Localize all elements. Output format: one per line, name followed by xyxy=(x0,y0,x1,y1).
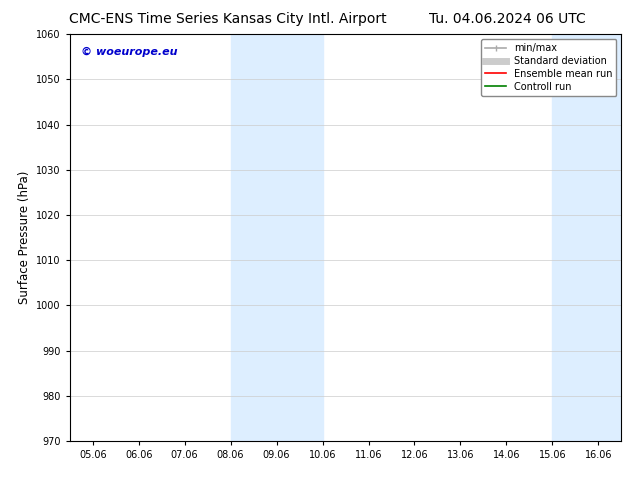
Y-axis label: Surface Pressure (hPa): Surface Pressure (hPa) xyxy=(18,171,30,304)
Bar xyxy=(552,34,634,441)
Text: © woeurope.eu: © woeurope.eu xyxy=(81,47,178,56)
Text: CMC-ENS Time Series Kansas City Intl. Airport: CMC-ENS Time Series Kansas City Intl. Ai… xyxy=(70,12,387,26)
Bar xyxy=(231,34,323,441)
Legend: min/max, Standard deviation, Ensemble mean run, Controll run: min/max, Standard deviation, Ensemble me… xyxy=(481,39,616,96)
Text: Tu. 04.06.2024 06 UTC: Tu. 04.06.2024 06 UTC xyxy=(429,12,586,26)
